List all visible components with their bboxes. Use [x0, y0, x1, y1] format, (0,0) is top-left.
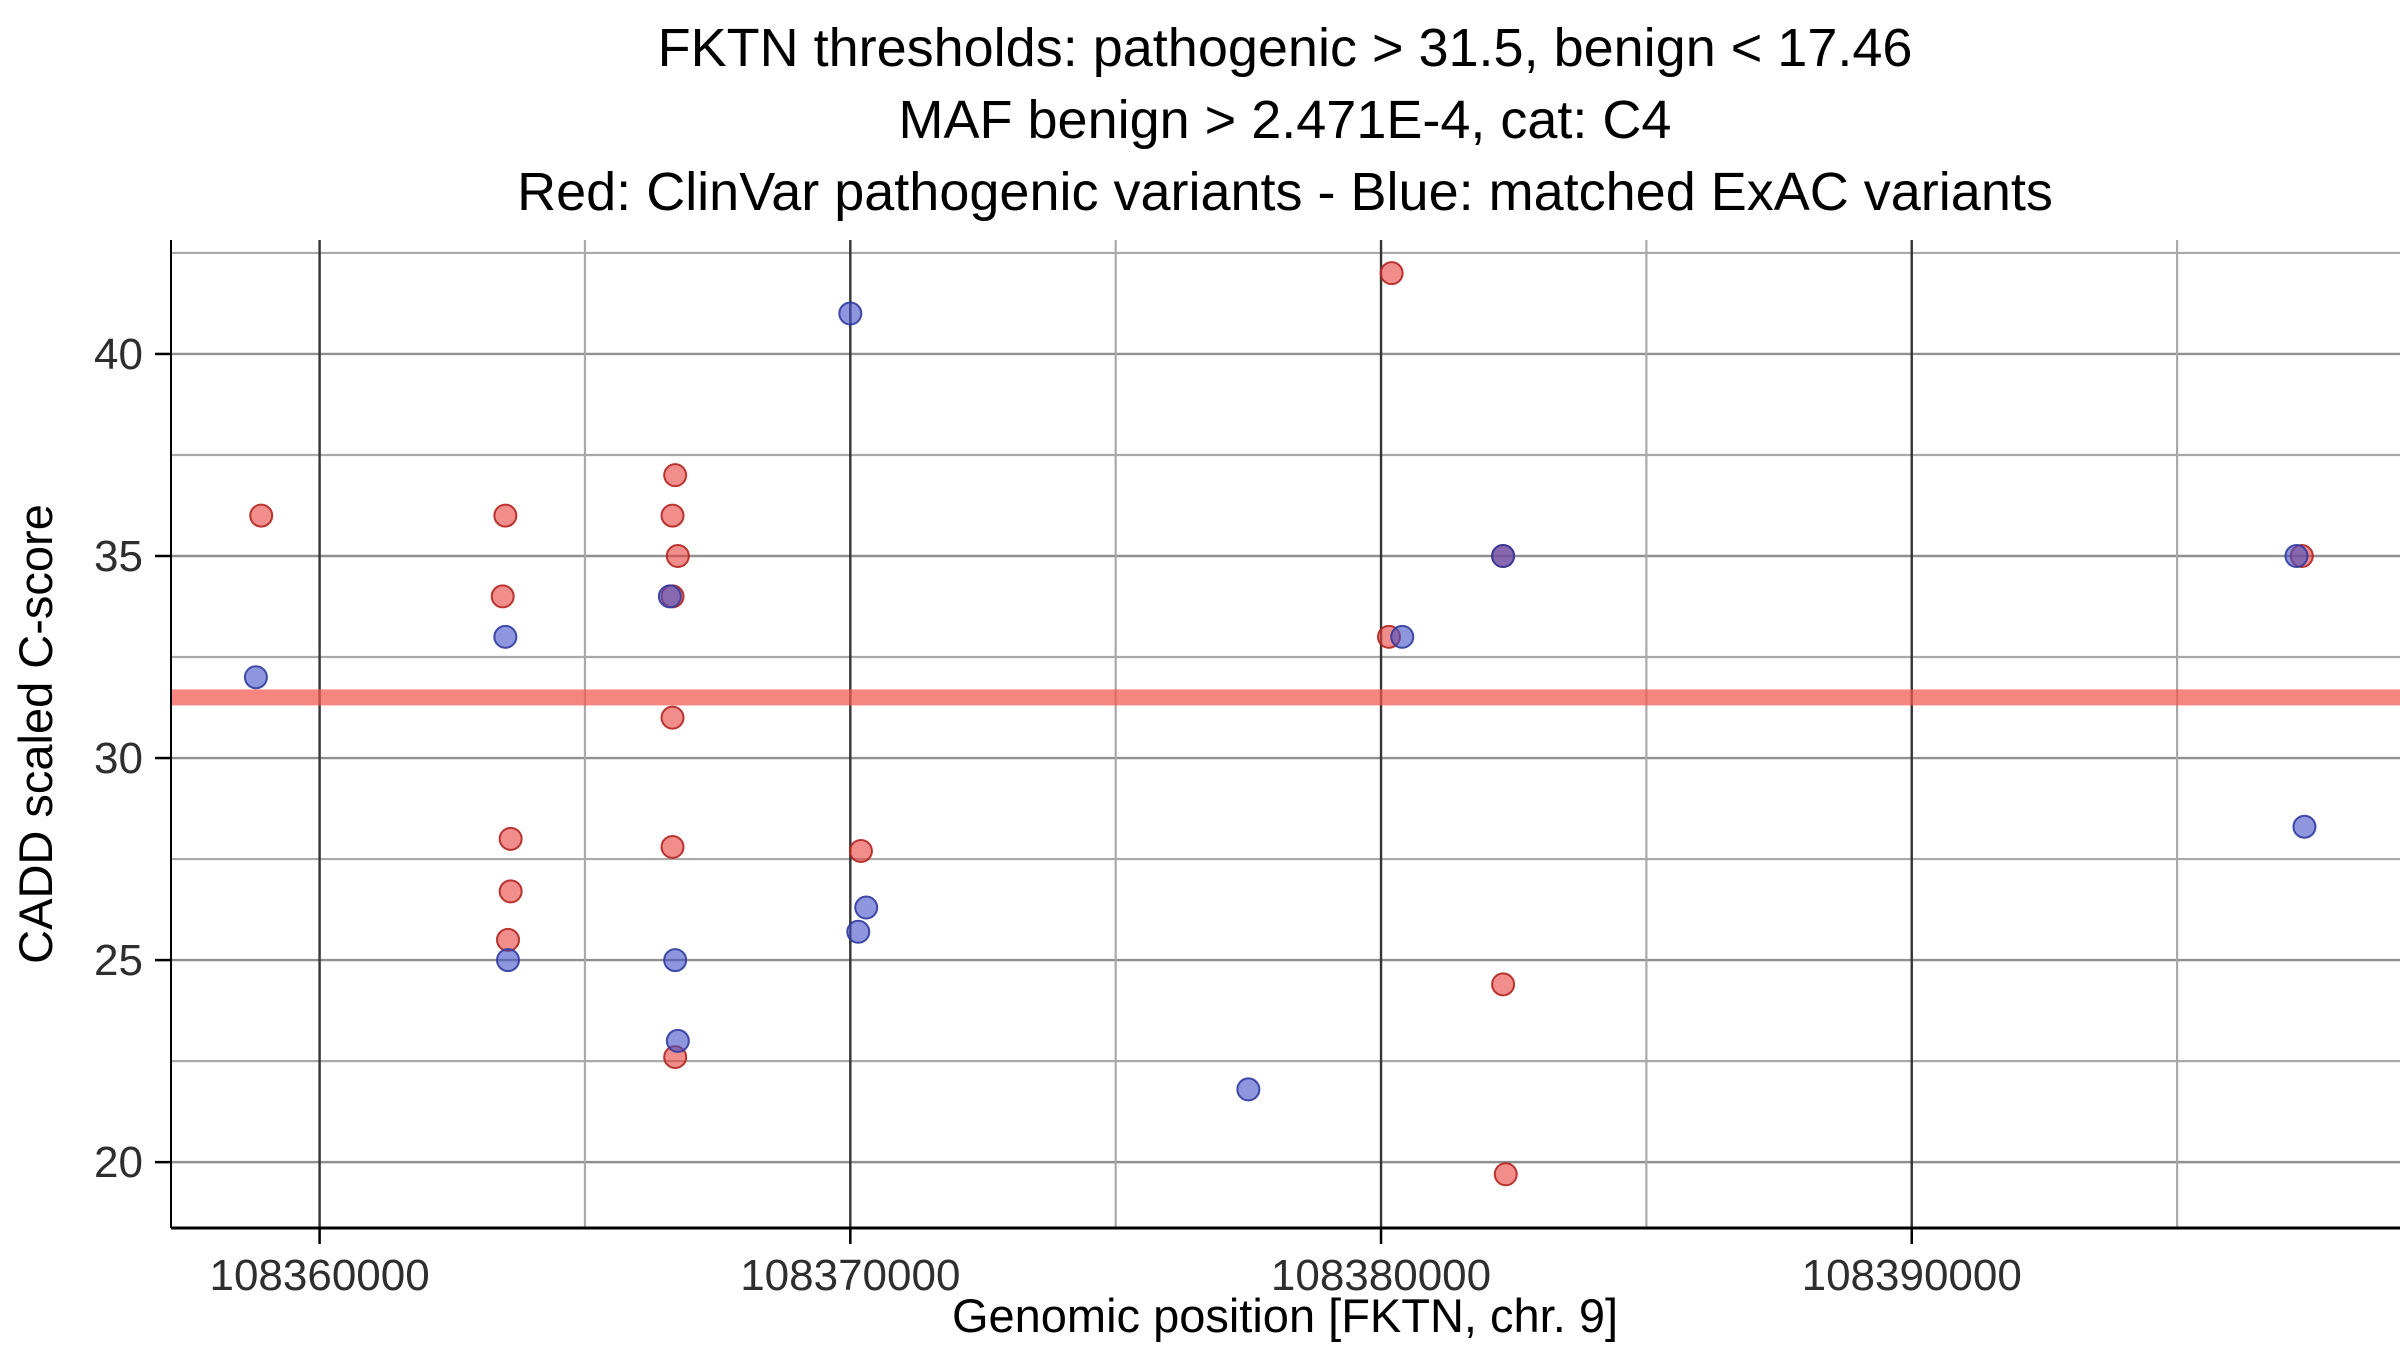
data-point-blue — [243, 665, 268, 690]
data-point-blue — [496, 948, 521, 973]
data-point-red — [1491, 972, 1516, 997]
y-tick-label: 30 — [94, 734, 143, 783]
axes-layer: 108360000 108370000 108380000 108390000 20 25… — [94, 240, 2400, 1300]
data-point-red — [660, 503, 685, 528]
x-tick-label: 108390000 — [1802, 1251, 2022, 1300]
data-point-blue — [493, 624, 518, 649]
data-point-red — [1379, 261, 1404, 286]
data-point-red — [663, 463, 688, 488]
grid-layer — [171, 240, 2400, 1228]
data-point-blue — [1390, 624, 1415, 649]
data-point-red — [848, 838, 873, 863]
data-point-blue — [657, 584, 682, 609]
x-tick-label: 108360000 — [209, 1251, 429, 1300]
y-tick-label: 35 — [94, 532, 143, 581]
data-point-blue — [846, 919, 871, 944]
data-point-blue — [663, 948, 688, 973]
points-layer — [243, 261, 2317, 1187]
data-point-red — [660, 834, 685, 859]
data-point-red — [496, 927, 521, 952]
chart-title-line-3: Red: ClinVar pathogenic variants - Blue:… — [517, 162, 2053, 222]
data-point-blue — [2292, 814, 2317, 839]
data-point-red — [249, 503, 274, 528]
threshold-layer — [171, 689, 2400, 706]
threshold-band — [171, 689, 2400, 706]
data-point-red — [660, 705, 685, 730]
data-point-blue — [854, 895, 879, 920]
x-axis-title: Genomic position [FKTN, chr. 9] — [952, 1289, 1618, 1342]
data-point-red — [498, 826, 523, 851]
data-point-blue — [838, 301, 863, 326]
data-point-red — [665, 543, 690, 568]
data-point-blue — [665, 1028, 690, 1053]
y-axis-title: CADD scaled C-score — [9, 504, 62, 964]
data-point-red — [498, 879, 523, 904]
chart-title-line-1: FKTN thresholds: pathogenic > 31.5, beni… — [658, 18, 1913, 78]
y-tick-label: 40 — [94, 330, 143, 379]
data-point-blue — [2284, 543, 2309, 568]
data-point-red — [490, 584, 515, 609]
data-point-blue — [1491, 543, 1516, 568]
chart-title-line-2: MAF benign > 2.471E-4, cat: C4 — [899, 90, 1672, 150]
y-tick-label: 20 — [94, 1138, 143, 1187]
y-tick-label: 25 — [94, 936, 143, 985]
data-point-red — [1493, 1162, 1518, 1187]
data-point-blue — [1236, 1077, 1261, 1102]
x-tick-label: 108380000 — [1271, 1251, 1491, 1300]
data-point-red — [493, 503, 518, 528]
x-tick-label: 108370000 — [740, 1251, 960, 1300]
